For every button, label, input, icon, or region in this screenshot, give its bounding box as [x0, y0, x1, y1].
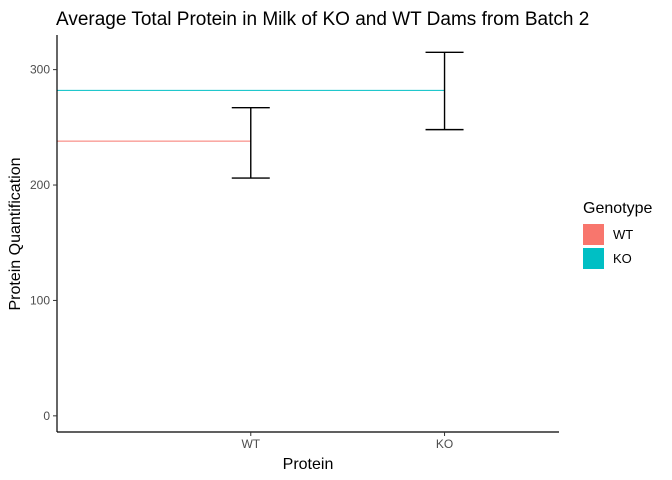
legend-title: Genotype — [583, 200, 652, 217]
y-tick-label: 200 — [30, 178, 50, 192]
x-tick-label-ko: KO — [436, 437, 453, 451]
legend-label-wt: WT — [613, 227, 633, 242]
plot-area: 0 100 200 300 WT KO — [30, 35, 559, 451]
legend-swatch-ko — [583, 248, 604, 269]
y-axis-title: Protein Quantification — [7, 158, 24, 311]
x-axis-title: Protein — [283, 456, 334, 473]
legend-swatch-wt — [583, 224, 604, 245]
y-tick-label: 100 — [30, 293, 50, 307]
error-bar-wt — [231, 107, 270, 179]
error-bar-ko — [425, 51, 464, 131]
legend: Genotype WT KO — [583, 200, 652, 269]
chart-title: Average Total Protein in Milk of KO and … — [56, 9, 589, 30]
legend-label-ko: KO — [613, 251, 632, 266]
y-tick-label: 0 — [43, 409, 50, 423]
y-tick-label: 300 — [30, 63, 50, 77]
x-tick-label-wt: WT — [241, 437, 260, 451]
